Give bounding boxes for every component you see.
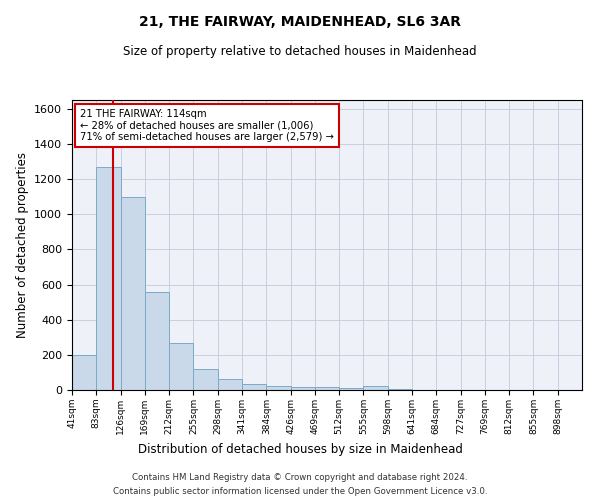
Bar [266,386,290,390]
Text: Size of property relative to detached houses in Maidenhead: Size of property relative to detached ho… [123,45,477,58]
Bar [218,380,242,390]
Bar [72,355,96,390]
Bar [169,342,193,390]
Text: Contains HM Land Registry data © Crown copyright and database right 2024.: Contains HM Land Registry data © Crown c… [132,472,468,482]
Text: Contains public sector information licensed under the Open Government Licence v3: Contains public sector information licen… [113,488,487,496]
Bar [388,388,412,390]
Bar [145,292,169,390]
Bar [242,384,266,390]
Text: 21 THE FAIRWAY: 114sqm
← 28% of detached houses are smaller (1,006)
71% of semi-: 21 THE FAIRWAY: 114sqm ← 28% of detached… [80,108,334,142]
Bar [315,388,339,390]
Text: 21, THE FAIRWAY, MAIDENHEAD, SL6 3AR: 21, THE FAIRWAY, MAIDENHEAD, SL6 3AR [139,15,461,29]
Bar [96,167,121,390]
Bar [364,386,388,390]
Bar [339,388,364,390]
Text: Distribution of detached houses by size in Maidenhead: Distribution of detached houses by size … [137,442,463,456]
Bar [290,387,315,390]
Bar [193,369,218,390]
Bar [121,196,145,390]
Y-axis label: Number of detached properties: Number of detached properties [16,152,29,338]
